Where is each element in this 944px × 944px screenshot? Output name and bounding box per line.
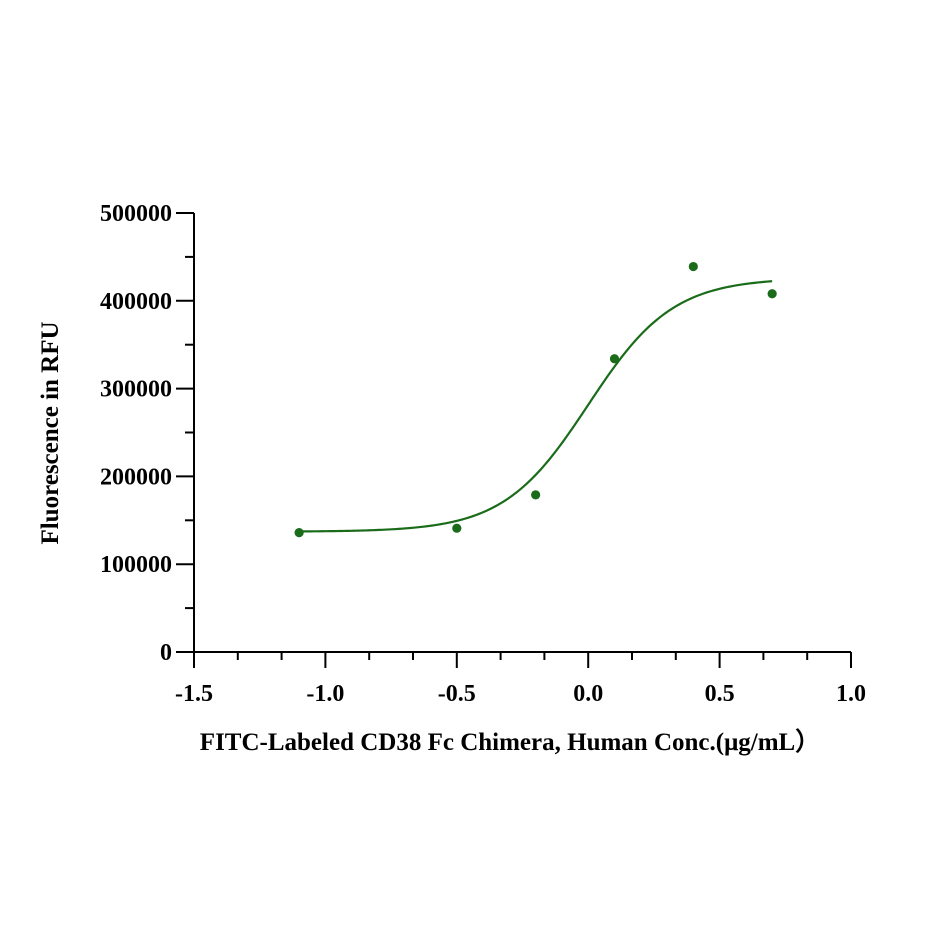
- x-tick-label: -0.5: [438, 681, 476, 707]
- data-point: [531, 490, 541, 500]
- y-tick-label: 300000: [100, 377, 172, 403]
- x-tick-label: -1.0: [306, 681, 344, 707]
- x-tick-label: 1.0: [836, 681, 866, 707]
- axes: 0 100000 200000 300000 400000 500000 -1.5 -1.0 -…: [100, 201, 866, 707]
- x-axis-title: FITC-Labeled CD38 Fc Chimera, Human Conc…: [200, 727, 820, 756]
- y-tick-label: 500000: [100, 201, 172, 227]
- data-point: [452, 523, 462, 533]
- data-points: [294, 261, 777, 538]
- fit-curve-group: [299, 280, 773, 533]
- y-tick-label: 200000: [100, 464, 172, 490]
- y-axis-title: Fluorescence in RFU: [37, 321, 64, 544]
- y-tick-label: 400000: [100, 289, 172, 315]
- data-point: [294, 527, 304, 538]
- x-tick-label: -1.5: [175, 681, 213, 707]
- x-tick-label: 0.0: [573, 681, 603, 707]
- data-point: [609, 354, 620, 364]
- y-tick-label: 0: [160, 640, 172, 666]
- y-tick-label: 100000: [100, 552, 172, 578]
- data-point: [688, 261, 698, 272]
- data-point: [767, 289, 777, 299]
- fit-curve: [299, 280, 773, 533]
- x-tick-label: 0.5: [705, 681, 735, 707]
